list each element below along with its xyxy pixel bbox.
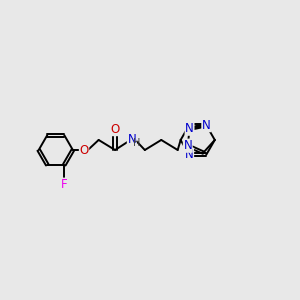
Text: O: O <box>110 123 120 136</box>
Text: N: N <box>183 139 192 152</box>
Text: O: O <box>80 143 89 157</box>
Text: F: F <box>61 178 68 191</box>
Text: H: H <box>134 139 141 148</box>
Text: N: N <box>202 119 211 132</box>
Text: N: N <box>128 133 136 146</box>
Text: N: N <box>185 122 194 135</box>
Text: N: N <box>185 148 194 161</box>
